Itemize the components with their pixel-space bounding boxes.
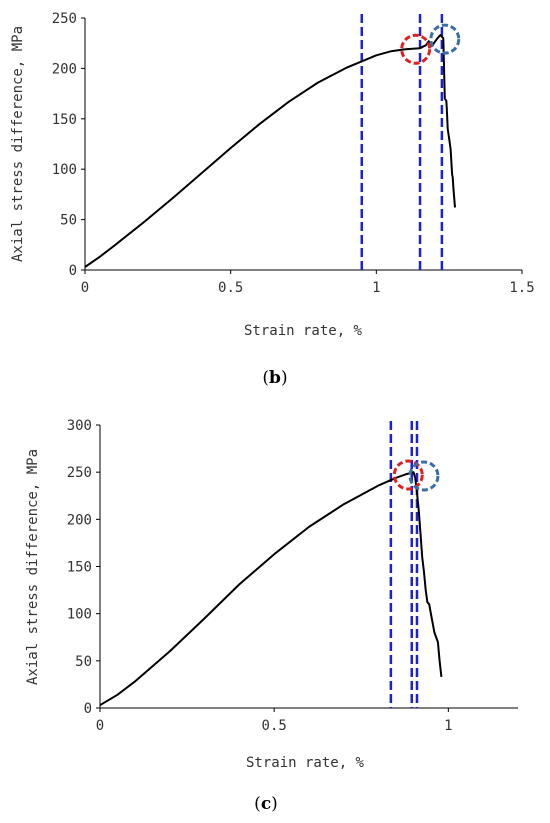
panel-b-y-tick-label: 250 (52, 11, 77, 27)
panel-c-x-tick-label: 0 (96, 718, 104, 734)
panel-b-dashed-circle-marker (429, 23, 461, 55)
panel-c-y-tick-label: 50 (75, 654, 92, 670)
panel-b-dashed-circle-marker (400, 33, 432, 65)
panel-c-y-axis-title: Axial stress difference, MPa (25, 449, 41, 685)
panel-c-y-tick-label: 150 (67, 560, 92, 576)
panel-c-stress-strain-curve (99, 471, 443, 707)
panel-c-x-tick-label: 0.5 (262, 718, 287, 734)
panel-c-y-tick-label: 250 (67, 465, 92, 481)
panel-b-y-tick-label: 0 (69, 263, 77, 279)
panel-b-y-tick-label: 150 (52, 112, 77, 128)
panel-c-y-tick-label: 200 (67, 512, 92, 528)
panel-b-y-axis-title: Axial stress difference, MPa (10, 26, 26, 262)
panel-b-x-axis-title: Strain rate, % (244, 323, 363, 339)
panel-b-x-tick-label: 1.5 (509, 280, 534, 296)
panel-b-stress-strain-curve (84, 34, 456, 268)
panel-b-y-tick-label: 50 (60, 213, 77, 229)
panel-c-x-tick-label: 1 (444, 718, 452, 734)
panel-b-x-tick-label: 1 (372, 280, 380, 296)
panel-c-label: (c) (254, 794, 278, 814)
panel-c-y-tick-label: 300 (67, 418, 92, 434)
panel-c-x-axis-title: Strain rate, % (246, 755, 365, 771)
panel-c-y-tick-label: 0 (84, 701, 92, 717)
panel-b-label: (b) (262, 368, 287, 388)
panel-b-x-tick-label: 0.5 (218, 280, 243, 296)
panel-b-y-tick-label: 100 (52, 162, 77, 178)
panel-c-y-tick-label: 100 (67, 607, 92, 623)
panel-b-y-tick-label: 200 (52, 61, 77, 77)
panel-b-x-tick-label: 0 (81, 280, 89, 296)
chart-panel-b: Axial stress difference, MPa Strain rate… (10, 11, 535, 388)
panel-c-dashed-circle-marker (408, 460, 440, 492)
chart-panel-c: Axial stress difference, MPa Strain rate… (25, 418, 518, 814)
panel-c-dashed-circle-marker (392, 459, 424, 491)
